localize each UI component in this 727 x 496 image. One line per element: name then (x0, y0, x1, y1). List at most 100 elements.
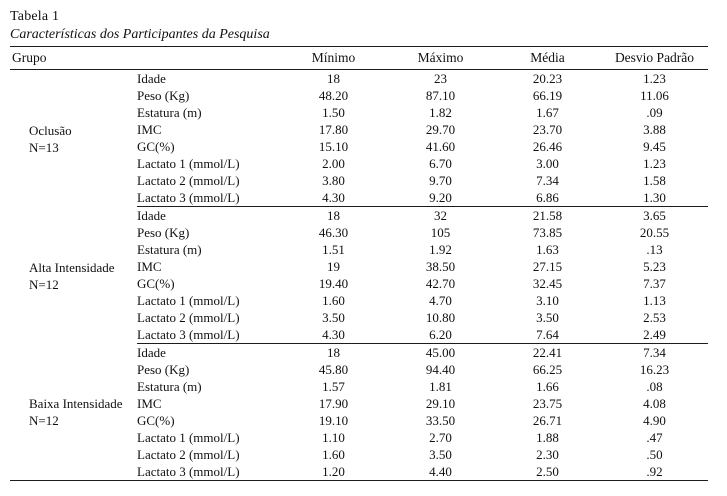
row-label: GC(%) (137, 139, 175, 154)
mean-value: 23.75 (532, 396, 563, 411)
group-section-alta-intensidade: Alta Intensidade N=12 Idade 18 32 21.58 … (10, 207, 708, 344)
table-row: Peso (Kg) 48.20 87.10 66.19 11.06 (137, 87, 708, 104)
min-value: 15.10 (318, 139, 349, 154)
mean-value: 3.00 (536, 156, 559, 171)
table-row: Idade 18 32 21.58 3.65 (137, 207, 708, 224)
header-desvio-padrao: Desvio Padrão (614, 50, 695, 65)
mean-value: 32.45 (532, 276, 563, 291)
min-value: 17.90 (318, 396, 349, 411)
table-row: GC(%) 19.10 33.50 26.71 4.90 (137, 412, 708, 429)
row-label: Lactato 2 (mmol/L) (137, 173, 240, 188)
group-label-cell: Oclusão N=13 (10, 70, 137, 207)
max-value: 29.70 (425, 122, 456, 137)
row-label: IMC (137, 396, 162, 411)
table-row: Lactato 2 (mmol/L) 3.50 10.80 3.50 2.53 (137, 309, 708, 326)
table-row: Lactato 2 (mmol/L) 1.60 3.50 2.30 .50 (137, 446, 708, 463)
table-row: Lactato 1 (mmol/L) 2.00 6.70 3.00 1.23 (137, 155, 708, 172)
group-label-cell: Alta Intensidade N=12 (10, 207, 137, 344)
group-section-oclusao: Oclusão N=13 Idade 18 23 20.23 1.23 Peso… (10, 70, 708, 207)
min-value: 1.10 (322, 430, 345, 445)
table-row: Idade 18 23 20.23 1.23 (137, 70, 708, 87)
mean-value: 73.85 (532, 225, 563, 240)
sd-value: 7.34 (643, 345, 666, 360)
min-value: 3.50 (322, 310, 345, 325)
row-label: Lactato 2 (mmol/L) (137, 447, 240, 462)
max-value: 4.70 (429, 293, 452, 308)
row-label: Lactato 1 (mmol/L) (137, 293, 240, 308)
max-value: 1.82 (429, 105, 452, 120)
max-value: 38.50 (425, 259, 456, 274)
table-row: IMC 17.90 29.10 23.75 4.08 (137, 395, 708, 412)
group-section-baixa-intensidade: Baixa Intensidade N=12 Idade 18 45.00 22… (10, 344, 708, 480)
max-value: 4.40 (429, 464, 452, 479)
min-value: 18 (327, 71, 340, 86)
row-label: Lactato 1 (mmol/L) (137, 430, 240, 445)
mean-value: 3.10 (536, 293, 559, 308)
group-n: N=12 (29, 276, 59, 292)
row-label: Idade (137, 208, 166, 223)
min-value: 4.30 (322, 190, 345, 205)
sd-value: .92 (646, 464, 663, 479)
sd-value: 1.23 (643, 156, 666, 171)
row-label: Lactato 2 (mmol/L) (137, 310, 240, 325)
max-value: 9.20 (429, 190, 452, 205)
max-value: 42.70 (425, 276, 456, 291)
table-row: Lactato 2 (mmol/L) 3.80 9.70 7.34 1.58 (137, 172, 708, 189)
mean-value: 26.71 (532, 413, 563, 428)
row-label: Peso (Kg) (137, 225, 190, 240)
row-label: GC(%) (137, 413, 175, 428)
group-rows: Idade 18 23 20.23 1.23 Peso (Kg) 48.20 8… (137, 70, 708, 207)
sd-value: 3.65 (643, 208, 666, 223)
min-value: 48.20 (318, 88, 349, 103)
table-row: IMC 19 38.50 27.15 5.23 (137, 258, 708, 275)
min-value: 19 (327, 259, 340, 274)
group-n: N=12 (29, 413, 59, 428)
max-value: 1.81 (429, 379, 452, 394)
sd-value: 1.23 (643, 71, 666, 86)
min-value: 1.50 (322, 105, 345, 120)
mean-value: 1.66 (536, 379, 559, 394)
mean-value: 6.86 (536, 190, 559, 205)
min-value: 2.00 (322, 156, 345, 171)
min-value: 1.57 (322, 379, 345, 394)
table-row: Estatura (m) 1.51 1.92 1.63 .13 (137, 241, 708, 258)
mean-value: 2.30 (536, 447, 559, 462)
max-value: 6.70 (429, 156, 452, 171)
group-name: Baixa Intensidade (29, 396, 123, 411)
sd-value: 4.08 (643, 396, 666, 411)
header-minimo: Mínimo (311, 50, 356, 65)
mean-value: 20.23 (532, 71, 563, 86)
max-value: 9.70 (429, 173, 452, 188)
max-value: 6.20 (429, 327, 452, 342)
min-value: 1.51 (322, 242, 345, 257)
min-value: 1.60 (322, 447, 345, 462)
mean-value: 2.50 (536, 464, 559, 479)
min-value: 46.30 (318, 225, 349, 240)
table-row: Estatura (m) 1.50 1.82 1.67 .09 (137, 104, 708, 121)
min-value: 19.40 (318, 276, 349, 291)
sd-value: 3.88 (643, 122, 666, 137)
sd-value: 1.30 (643, 190, 666, 205)
row-label: Peso (Kg) (137, 88, 190, 103)
table-row: Peso (Kg) 46.30 105 73.85 20.55 (137, 224, 708, 241)
header-grupo: Grupo (12, 50, 47, 65)
max-value: 41.60 (425, 139, 456, 154)
mean-value: 1.67 (536, 105, 559, 120)
table-number: Tabela 1 (10, 9, 60, 24)
mean-value: 66.19 (532, 88, 563, 103)
max-value: 32 (434, 208, 447, 223)
table-row: Lactato 3 (mmol/L) 1.20 4.40 2.50 .92 (137, 463, 708, 480)
mean-value: 23.70 (532, 122, 563, 137)
row-label: Lactato 1 (mmol/L) (137, 156, 240, 171)
max-value: 10.80 (425, 310, 456, 325)
sd-value: 20.55 (639, 225, 670, 240)
row-label: Idade (137, 71, 166, 86)
mean-value: 1.88 (536, 430, 559, 445)
row-label: IMC (137, 259, 162, 274)
sd-value: .09 (646, 105, 663, 120)
max-value: 45.00 (425, 345, 456, 360)
max-value: 3.50 (429, 447, 452, 462)
table-row: Lactato 1 (mmol/L) 1.10 2.70 1.88 .47 (137, 429, 708, 446)
sd-value: .50 (646, 447, 663, 462)
table-header-row: Grupo Mínimo Máximo Média Desvio Padrão (10, 47, 708, 70)
